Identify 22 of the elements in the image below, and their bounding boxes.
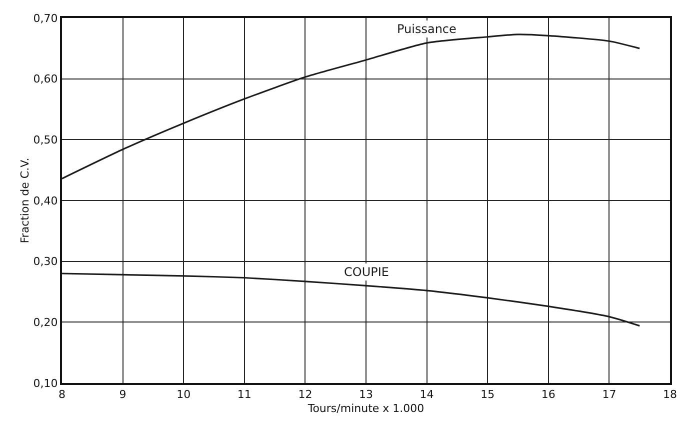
x-tick-label: 16 [541, 388, 556, 402]
series-label: COUPIE [344, 265, 389, 279]
x-tick-label: 11 [237, 388, 252, 402]
x-tick-label: 17 [602, 388, 616, 402]
y-tick-label: 0,10 [33, 376, 58, 390]
series-label: Puissance [397, 22, 456, 36]
x-tick-label: 15 [480, 388, 495, 402]
x-tick-label: 10 [176, 388, 191, 402]
y-tick-label: 0,70 [33, 12, 58, 25]
x-tick-label: 9 [119, 388, 126, 402]
x-tick-label: 18 [663, 388, 677, 402]
x-tick-label: 13 [359, 388, 373, 402]
y-tick-label: 0,50 [33, 134, 58, 147]
x-tick-label: 8 [58, 388, 66, 402]
y-axis-title: Fraction de C.V. [18, 158, 32, 244]
y-tick-label: 0,30 [33, 255, 58, 268]
x-tick-label: 14 [420, 388, 434, 402]
y-tick-label: 0,60 [33, 72, 58, 86]
y-tick-label: 0,40 [33, 194, 58, 208]
y-tick-label: 0,20 [33, 316, 58, 330]
x-tick-label: 12 [298, 388, 312, 402]
x-axis-title: Tours/minute x 1.000 [306, 402, 424, 415]
